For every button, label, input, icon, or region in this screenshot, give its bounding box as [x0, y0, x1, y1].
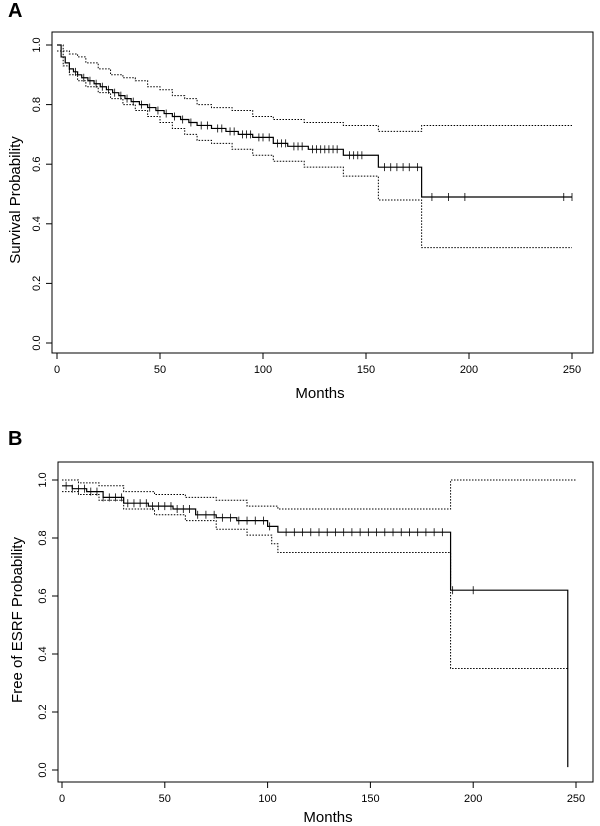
panel-b: B 0 50 100 150 200 250 0.0 0.2 0.4 0.6 0.8 1.0 Mont…: [0, 428, 600, 826]
survival-curve-line: [62, 485, 569, 768]
y-tick-label: 0.6: [37, 588, 49, 603]
y-tick-label: 0.0: [31, 335, 43, 350]
x-tick-label: 200: [464, 793, 482, 805]
y-tick-label: 0.2: [31, 276, 43, 291]
plot-frame: [57, 461, 594, 783]
x-axis-title: Months: [295, 385, 344, 402]
x-tick-label: 150: [357, 364, 375, 376]
x-tick-label: 50: [154, 364, 166, 376]
x-tick-label: 100: [254, 364, 272, 376]
y-tick-label: 1.0: [31, 37, 43, 52]
survival-chart: 0 50 100 150 200 250 0.0 0.2 0.4 0.6 0.8 1.0 Months…: [7, 31, 594, 402]
y-tick-label: 0.0: [37, 762, 49, 777]
x-tick-label: 0: [59, 793, 65, 805]
y-axis-title: Survival Probability: [7, 136, 24, 264]
y-tick-label: 0.4: [31, 216, 43, 231]
x-tick-label: 50: [159, 793, 171, 805]
y-tick-label: 0.6: [31, 157, 43, 172]
x-tick-label: 250: [563, 364, 581, 376]
chart-marks: 0 50 100 150 200 250 0.0 0.2 0.4 0.6 0.8 1.0: [37, 472, 585, 805]
x-tick-label: 0: [54, 364, 60, 376]
y-tick-label: 0.4: [37, 646, 49, 661]
lower-confidence-line: [62, 491, 568, 669]
panel-a: A 0 50 100 150 200 250 0.0 0.2 0.4 0.6 0.8 1.0 Mont…: [0, 0, 600, 410]
x-axis-title: Months: [303, 809, 352, 826]
x-tick-label: 200: [460, 364, 478, 376]
survival-curve-line: [57, 44, 572, 198]
upper-confidence-line: [62, 479, 576, 510]
chart-marks: 0 50 100 150 200 250 0.0 0.2 0.4 0.6 0.8 1.0: [31, 37, 581, 376]
upper-confidence-line: [57, 44, 572, 132]
x-tick-label: 100: [258, 793, 276, 805]
y-tick-label: 0.2: [37, 704, 49, 719]
panel-label: A: [8, 0, 23, 22]
y-axis-title: Free of ESRF Probability: [9, 537, 26, 703]
y-tick-label: 1.0: [37, 472, 49, 487]
x-tick-label: 150: [361, 793, 379, 805]
y-tick-label: 0.8: [37, 530, 49, 545]
lower-confidence-line: [57, 50, 572, 249]
y-tick-label: 0.8: [31, 97, 43, 112]
x-tick-label: 250: [567, 793, 585, 805]
panel-label: B: [8, 428, 23, 450]
esrf-free-chart: 0 50 100 150 200 250 0.0 0.2 0.4 0.6 0.8 1.0 Months…: [9, 461, 594, 826]
plot-frame: [51, 31, 594, 354]
